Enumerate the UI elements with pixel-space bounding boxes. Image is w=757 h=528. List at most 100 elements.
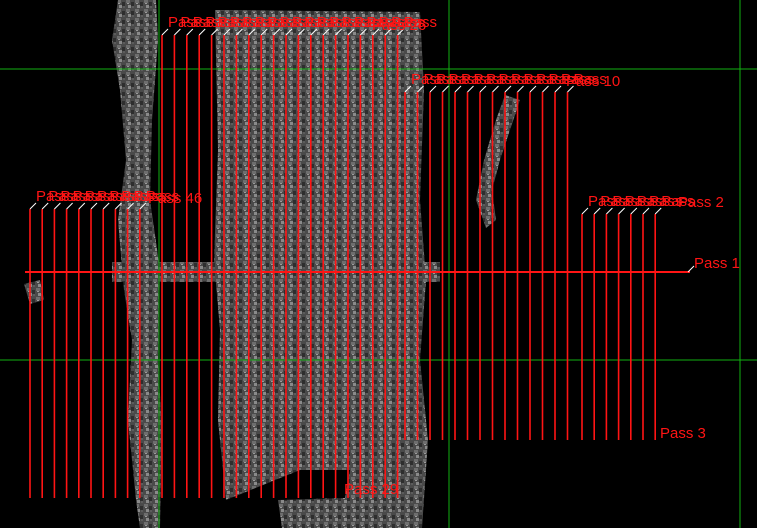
left-block-pass-label: Pass	[146, 188, 179, 205]
top-left-block-pass-label: Pass	[218, 14, 251, 31]
left-block-pass-label: Pass	[97, 188, 130, 205]
top-right-block-pass-label: Pass	[524, 71, 557, 88]
top-left-block-pass-label: Pass	[354, 14, 387, 31]
top-left-block-label-leader	[260, 28, 268, 36]
top-left-block-label-leader	[161, 28, 169, 36]
left-block-label-leader	[54, 202, 61, 210]
imagery-layer	[24, 0, 520, 528]
top-left-block-pass-label: Pass	[230, 14, 263, 31]
top-left-block-label-leader	[322, 28, 330, 36]
top-right-block-label-leader	[504, 85, 512, 93]
right-block-pass-label: Pass	[600, 193, 633, 210]
left-block-pass-label: Pass	[109, 188, 142, 205]
left-block-label-leader	[127, 202, 134, 210]
left-block-label-leader	[90, 202, 98, 210]
top-left-block-label-leader	[273, 28, 280, 36]
left-block-pass-label: Pass	[85, 188, 118, 205]
top-left-block-label-leader	[223, 28, 231, 36]
top-right-block-label-leader	[417, 85, 424, 93]
top-right-block-label-leader	[404, 85, 412, 93]
top-left-block-pass-label: Pass	[180, 14, 213, 31]
left-block-pass-label: Pass	[121, 188, 154, 205]
top-left-block-pass-label: Pass	[404, 14, 437, 31]
top-left-block-pass-label: Pass	[280, 14, 313, 31]
top-right-block-pass-label: Pass	[499, 71, 532, 88]
top-right-block-pass-label: Pass	[486, 71, 519, 88]
top-left-block-pass-label: Pass	[391, 14, 424, 31]
top-left-block-label-leader	[174, 28, 181, 36]
top-right-block-pass-label: Pass	[411, 71, 444, 88]
top-left-block-pass-label: Pass	[292, 14, 325, 31]
top-right-block-pass-label: Pass	[574, 71, 607, 88]
pass-label-bottom-right: Pass 3	[660, 425, 706, 442]
top-right-block-pass-label: Pass	[436, 71, 469, 88]
top-left-block-pass-label: Pass	[304, 14, 337, 31]
left-block-pass-label: Pass	[48, 188, 81, 205]
left-block-pass-label: Pass	[36, 188, 69, 205]
left-block-label-leader	[78, 202, 86, 210]
top-left-block-label-leader	[397, 28, 404, 36]
right-block-label-leader	[618, 207, 625, 215]
right-block-pass-label: Pass	[612, 193, 645, 210]
top-left-block-label-leader	[186, 28, 194, 36]
top-left-block-pass-label: Pass	[255, 14, 288, 31]
pass-label-left: Pass 46	[148, 190, 202, 207]
top-right-block-label-leader	[454, 85, 462, 93]
right-block-label-leader	[642, 207, 650, 215]
top-right-block-pass-label: Pass	[511, 71, 544, 88]
top-left-block-label-leader	[236, 28, 243, 36]
left-block-label-leader	[66, 202, 73, 210]
top-right-block-pass-label: Pass	[424, 71, 457, 88]
top-left-block-label-leader	[285, 28, 293, 36]
top-left-block-pass-label: Pass	[342, 14, 375, 31]
pass-label-clusters: PassPassPassPassPassPassPassPassPassPass…	[36, 14, 695, 210]
top-right-block-pass-label: Pass	[449, 71, 482, 88]
right-block-label-leader	[630, 207, 638, 215]
top-left-block-label-leader	[248, 28, 256, 36]
pass-label-bottom-left: Pass 29	[344, 481, 398, 498]
top-left-block-label-leader	[347, 28, 355, 36]
top-right-block-label-leader	[542, 85, 549, 93]
left-block-label-leader	[102, 202, 110, 210]
top-right-block-label-leader	[479, 85, 487, 93]
right-block-pass-label: Pass	[637, 193, 670, 210]
top-right-block-label-leader	[529, 85, 537, 93]
left-block-label-leader	[29, 202, 37, 210]
top-right-block-label-leader	[517, 85, 524, 93]
right-block-pass-label: Pass	[625, 193, 658, 210]
top-left-block-label-leader	[211, 28, 218, 36]
top-left-block-label-leader	[384, 28, 392, 36]
pass-1-group[interactable]	[25, 265, 695, 273]
top-right-block-pass-label: Pass	[549, 71, 582, 88]
pass-label-top-right: Pass 10	[566, 73, 620, 90]
flight-passes	[29, 28, 662, 498]
right-block-label-leader	[654, 207, 662, 215]
top-left-block-label-leader	[298, 28, 305, 36]
imagery-west-spot	[24, 280, 44, 304]
top-left-block-pass-label: Pass	[168, 14, 201, 31]
right-block-pass-label: Pass	[661, 193, 694, 210]
top-right-block-pass-label: Pass	[536, 71, 569, 88]
top-right-block-pass-label: Pass	[561, 71, 594, 88]
right-block-pass-label: Pass	[649, 193, 682, 210]
top-left-block-label-leader	[335, 28, 342, 36]
right-block-label-leader	[606, 207, 613, 215]
right-block-label-leader	[581, 207, 589, 215]
top-right-block-pass-label: Pass	[474, 71, 507, 88]
pass-1-leader	[687, 265, 695, 273]
top-left-block-pass-label: Pass	[267, 14, 300, 31]
top-left-block-pass-label: Pass	[317, 14, 350, 31]
top-left-block-pass-label: Pass	[366, 14, 399, 31]
right-block-pass-label: Pass	[588, 193, 621, 210]
pass-label-cross: Pass 1	[694, 255, 740, 272]
top-right-block-label-leader	[567, 85, 574, 93]
imagery-right-curve	[476, 95, 520, 228]
pass-label-top-left: Pass 26	[372, 17, 426, 34]
top-left-block-label-leader	[310, 28, 318, 36]
top-left-block-pass-label: Pass	[205, 14, 238, 31]
left-block-pass-label: Pass	[60, 188, 93, 205]
top-left-block-pass-label: Pass	[379, 14, 412, 31]
top-left-block-pass-label: Pass	[242, 14, 275, 31]
